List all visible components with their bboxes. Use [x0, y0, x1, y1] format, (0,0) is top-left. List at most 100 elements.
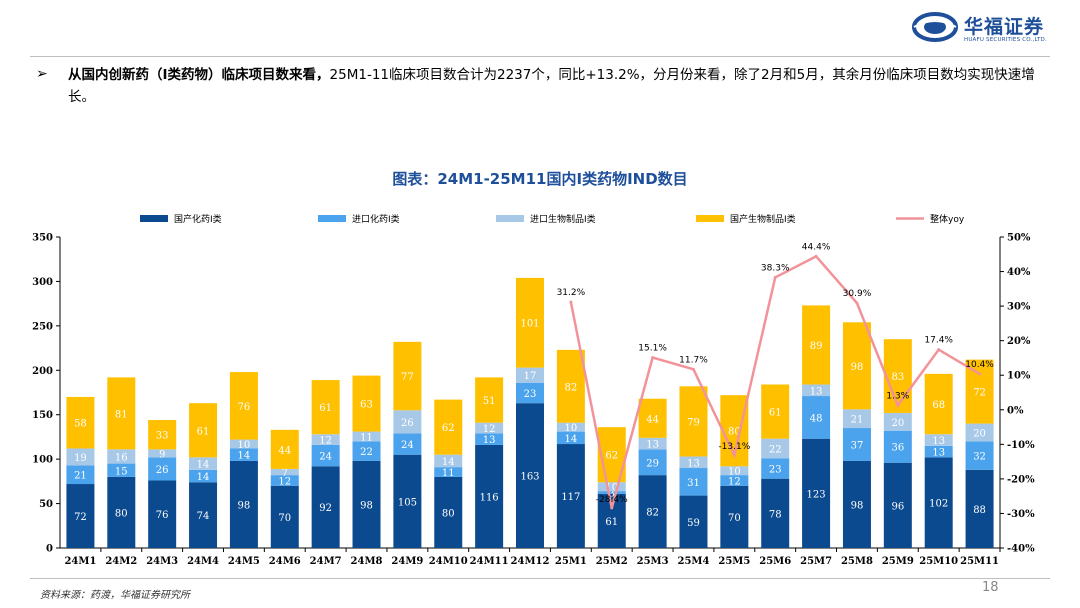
legend-label-5: 整体yoy: [930, 213, 965, 225]
chart-title: 图表：24M1-25M11国内I类药物IND数目: [392, 170, 688, 188]
bar-segment-3: [679, 456, 708, 469]
bar-segment-4: [393, 341, 422, 411]
bar-segment-2: [802, 396, 831, 439]
bar-segment-2: [434, 467, 463, 477]
bar-value-label: 12: [728, 476, 741, 487]
bar-value-label: 83: [891, 372, 904, 383]
bar-value-label: 98: [851, 362, 864, 373]
x-tick-label: 25M1: [555, 556, 587, 567]
bar-value-label: 20: [891, 418, 904, 429]
bar-segment-3: [393, 410, 422, 434]
x-tick-label: 24M1: [64, 556, 96, 567]
x-tick-label: 25M8: [841, 556, 873, 567]
bar-segment-1: [842, 460, 871, 548]
bar-value-label: 33: [156, 431, 169, 442]
bar-segment-4: [556, 349, 585, 423]
y2-tick-label: -30%: [1007, 509, 1035, 520]
bar-segment-4: [311, 380, 340, 435]
bar-segment-2: [229, 448, 258, 461]
bar-value-label: 81: [115, 409, 128, 420]
bar-value-label: 89: [810, 341, 823, 352]
bar-segment-2: [393, 433, 422, 455]
bar-segment-4: [638, 398, 667, 438]
bar-value-label: 24: [401, 440, 414, 451]
bar-value-label: 21: [851, 415, 864, 426]
bar-value-label: 23: [524, 389, 537, 400]
bar-value-label: 61: [197, 426, 210, 437]
x-tick-label: 25M6: [759, 556, 791, 567]
bar-segment-4: [842, 322, 871, 410]
yoy-point: [978, 372, 982, 376]
bar-value-label: 11: [360, 432, 373, 443]
bar-segment-4: [270, 429, 299, 469]
bar-segment-3: [638, 437, 667, 450]
bar-segment-1: [679, 495, 708, 548]
x-tick-label: 24M7: [310, 556, 342, 567]
bar-segment-4: [229, 372, 258, 440]
yoy-point: [855, 301, 859, 305]
x-tick-label: 24M3: [146, 556, 178, 567]
bar-value-label: 62: [442, 423, 455, 434]
bar-segment-1: [393, 454, 422, 548]
bar-segment-1: [475, 444, 504, 548]
bar-segment-3: [311, 434, 340, 445]
page-number: 18: [982, 580, 999, 595]
bar-segment-3: [434, 454, 463, 468]
y2-tick-label: 0%: [1007, 405, 1024, 416]
bar-value-label: 13: [483, 435, 496, 446]
bar-segment-1: [229, 460, 258, 548]
y-tick-label: 150: [32, 410, 53, 421]
bar-segment-4: [802, 305, 831, 385]
bar-value-label: 20: [973, 428, 986, 439]
yoy-label: -28.4%: [596, 495, 628, 505]
bar-value-label: 17: [524, 371, 537, 382]
y2-tick-label: -20%: [1007, 474, 1035, 485]
bar-segment-2: [352, 441, 381, 461]
x-tick-label: 24M11: [470, 556, 509, 567]
legend-label-1: 国产化药I类: [174, 213, 222, 225]
x-tick-label: 25M3: [637, 556, 669, 567]
bar-value-label: 78: [769, 509, 782, 520]
bar-segment-2: [965, 441, 994, 470]
bar-value-label: 3: [609, 488, 615, 499]
bar-value-label: 10: [605, 483, 618, 494]
y-tick-label: 50: [39, 499, 53, 510]
yoy-label: -13.1%: [718, 442, 750, 452]
x-tick-label: 25M2: [596, 556, 628, 567]
bar-value-label: 22: [769, 444, 782, 455]
x-tick-label: 24M4: [187, 556, 219, 567]
legend-label-4: 国产生物制品I类: [730, 213, 796, 225]
bar-value-label: 116: [480, 492, 499, 503]
bar-value-label: 61: [769, 408, 782, 419]
bar-value-label: 37: [851, 440, 864, 451]
bar-value-label: 59: [687, 518, 700, 529]
x-tick-label: 25M11: [960, 556, 999, 567]
bar-value-label: 26: [401, 418, 414, 429]
x-tick-label: 24M12: [511, 556, 550, 567]
bar-segment-2: [475, 433, 504, 445]
bar-segment-2: [924, 445, 953, 458]
bar-segment-1: [311, 466, 340, 548]
bar-value-label: 10: [565, 423, 578, 434]
bar-segment-2: [720, 475, 749, 486]
bar-value-label: 62: [605, 451, 618, 462]
bar-value-label: 82: [646, 508, 659, 519]
bar-segment-2: [270, 475, 299, 486]
bar-segment-1: [352, 460, 381, 548]
bar-segment-1: [516, 403, 544, 548]
bar-value-label: 163: [520, 472, 539, 483]
bar-segment-4: [107, 377, 136, 450]
bar-segment-1: [189, 482, 218, 548]
y2-tick-label: 20%: [1007, 336, 1031, 347]
bar-segment-4: [66, 396, 95, 449]
bar-value-label: 16: [115, 452, 128, 463]
bar-value-label: 102: [929, 499, 948, 510]
bar-segment-1: [883, 462, 912, 548]
bar-value-label: 19: [74, 453, 87, 464]
bar-value-label: 88: [973, 505, 986, 516]
x-tick-label: 25M4: [678, 556, 710, 567]
bar-segment-3: [229, 439, 258, 449]
x-tick-label: 24M10: [429, 556, 468, 567]
bar-value-label: 51: [483, 396, 496, 407]
